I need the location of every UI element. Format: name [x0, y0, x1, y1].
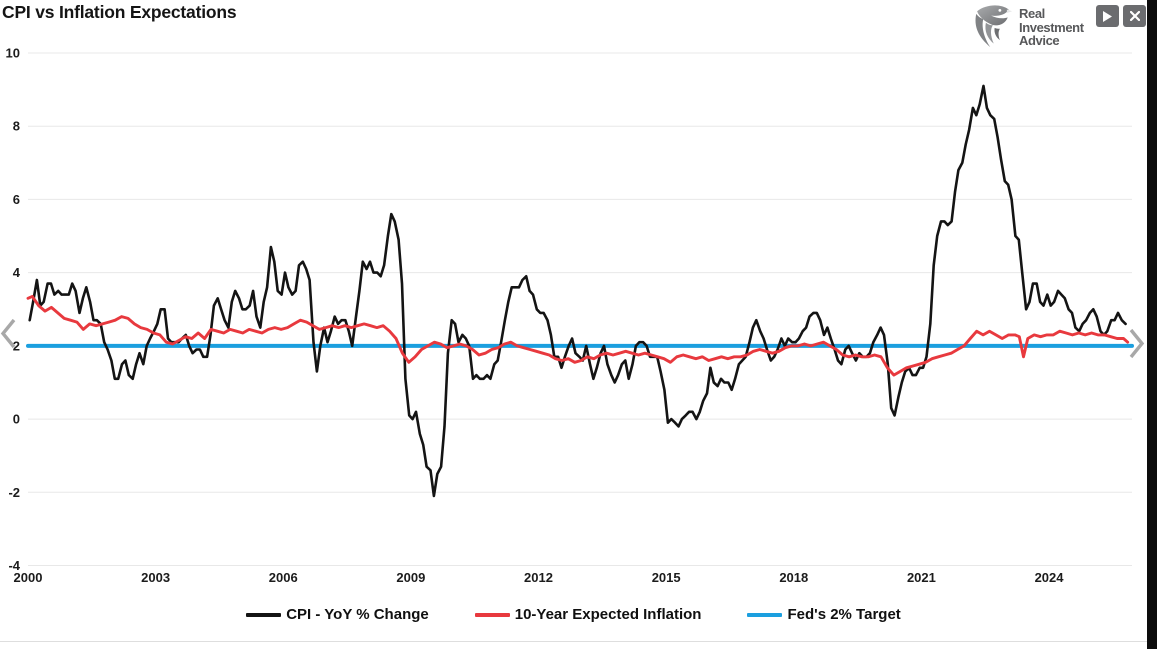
eagle-shield-icon [971, 3, 1013, 56]
x-axis-tick-label: 2018 [779, 570, 808, 585]
play-button[interactable] [1096, 5, 1119, 27]
y-axis-tick-label: 8 [13, 119, 20, 134]
y-axis-tick-label: 6 [13, 192, 20, 207]
page-title: CPI vs Inflation Expectations [2, 2, 237, 22]
carousel-prev-button[interactable] [0, 318, 16, 349]
chart-legend: CPI - YoY % Change 10-Year Expected Infl… [0, 606, 1147, 623]
x-axis-tick-label: 2021 [907, 570, 936, 585]
legend-label: Fed's 2% Target [787, 606, 901, 623]
brand-line: Advice [1019, 33, 1060, 48]
expected-inflation-line-swatch [474, 612, 510, 617]
legend-item-fed-target: Fed's 2% Target [747, 606, 901, 623]
close-button[interactable] [1123, 5, 1146, 27]
y-axis-tick-label: 10 [6, 46, 20, 61]
legend-item-expected-inflation: 10-Year Expected Inflation [474, 606, 702, 623]
carousel-next-button[interactable] [1129, 328, 1145, 359]
brand-line: Real [1019, 6, 1045, 21]
series-line-0 [28, 84, 1127, 498]
x-axis-tick-label: 2024 [1035, 570, 1065, 585]
right-edge-strip [1147, 0, 1157, 649]
x-axis-tick-label: 2006 [269, 570, 298, 585]
brand-logo: Real Investment Advice [971, 3, 1084, 56]
y-axis-tick-label: 4 [13, 265, 21, 280]
y-axis-tick-label: 0 [13, 412, 20, 427]
chevron-right-icon [1129, 328, 1145, 359]
legend-label: 10-Year Expected Inflation [514, 606, 702, 623]
chevron-left-icon [0, 318, 16, 349]
x-axis-tick-label: 2009 [396, 570, 425, 585]
fed-target-line-swatch [747, 612, 783, 617]
close-icon [1129, 11, 1140, 21]
card-bottom-border [0, 641, 1147, 642]
brand-line: Investment [1019, 19, 1084, 35]
legend-item-cpi: CPI - YoY % Change [246, 606, 429, 623]
cpi-line-swatch [246, 612, 282, 617]
x-axis-tick-label: 2003 [141, 570, 170, 585]
y-axis-tick-label: -2 [8, 485, 20, 500]
y-axis-tick-label: 2 [13, 338, 20, 353]
y-axis-tick-label: -4 [8, 558, 20, 573]
x-axis-tick-label: 2012 [524, 570, 553, 585]
legend-label: CPI - YoY % Change [286, 606, 429, 623]
play-icon [1103, 10, 1112, 22]
x-axis-tick-label: 2015 [652, 570, 681, 585]
series-line-1 [26, 294, 1130, 377]
brand-wordmark: Real Investment Advice [1019, 3, 1084, 56]
x-axis-tick-label: 2000 [14, 570, 43, 585]
